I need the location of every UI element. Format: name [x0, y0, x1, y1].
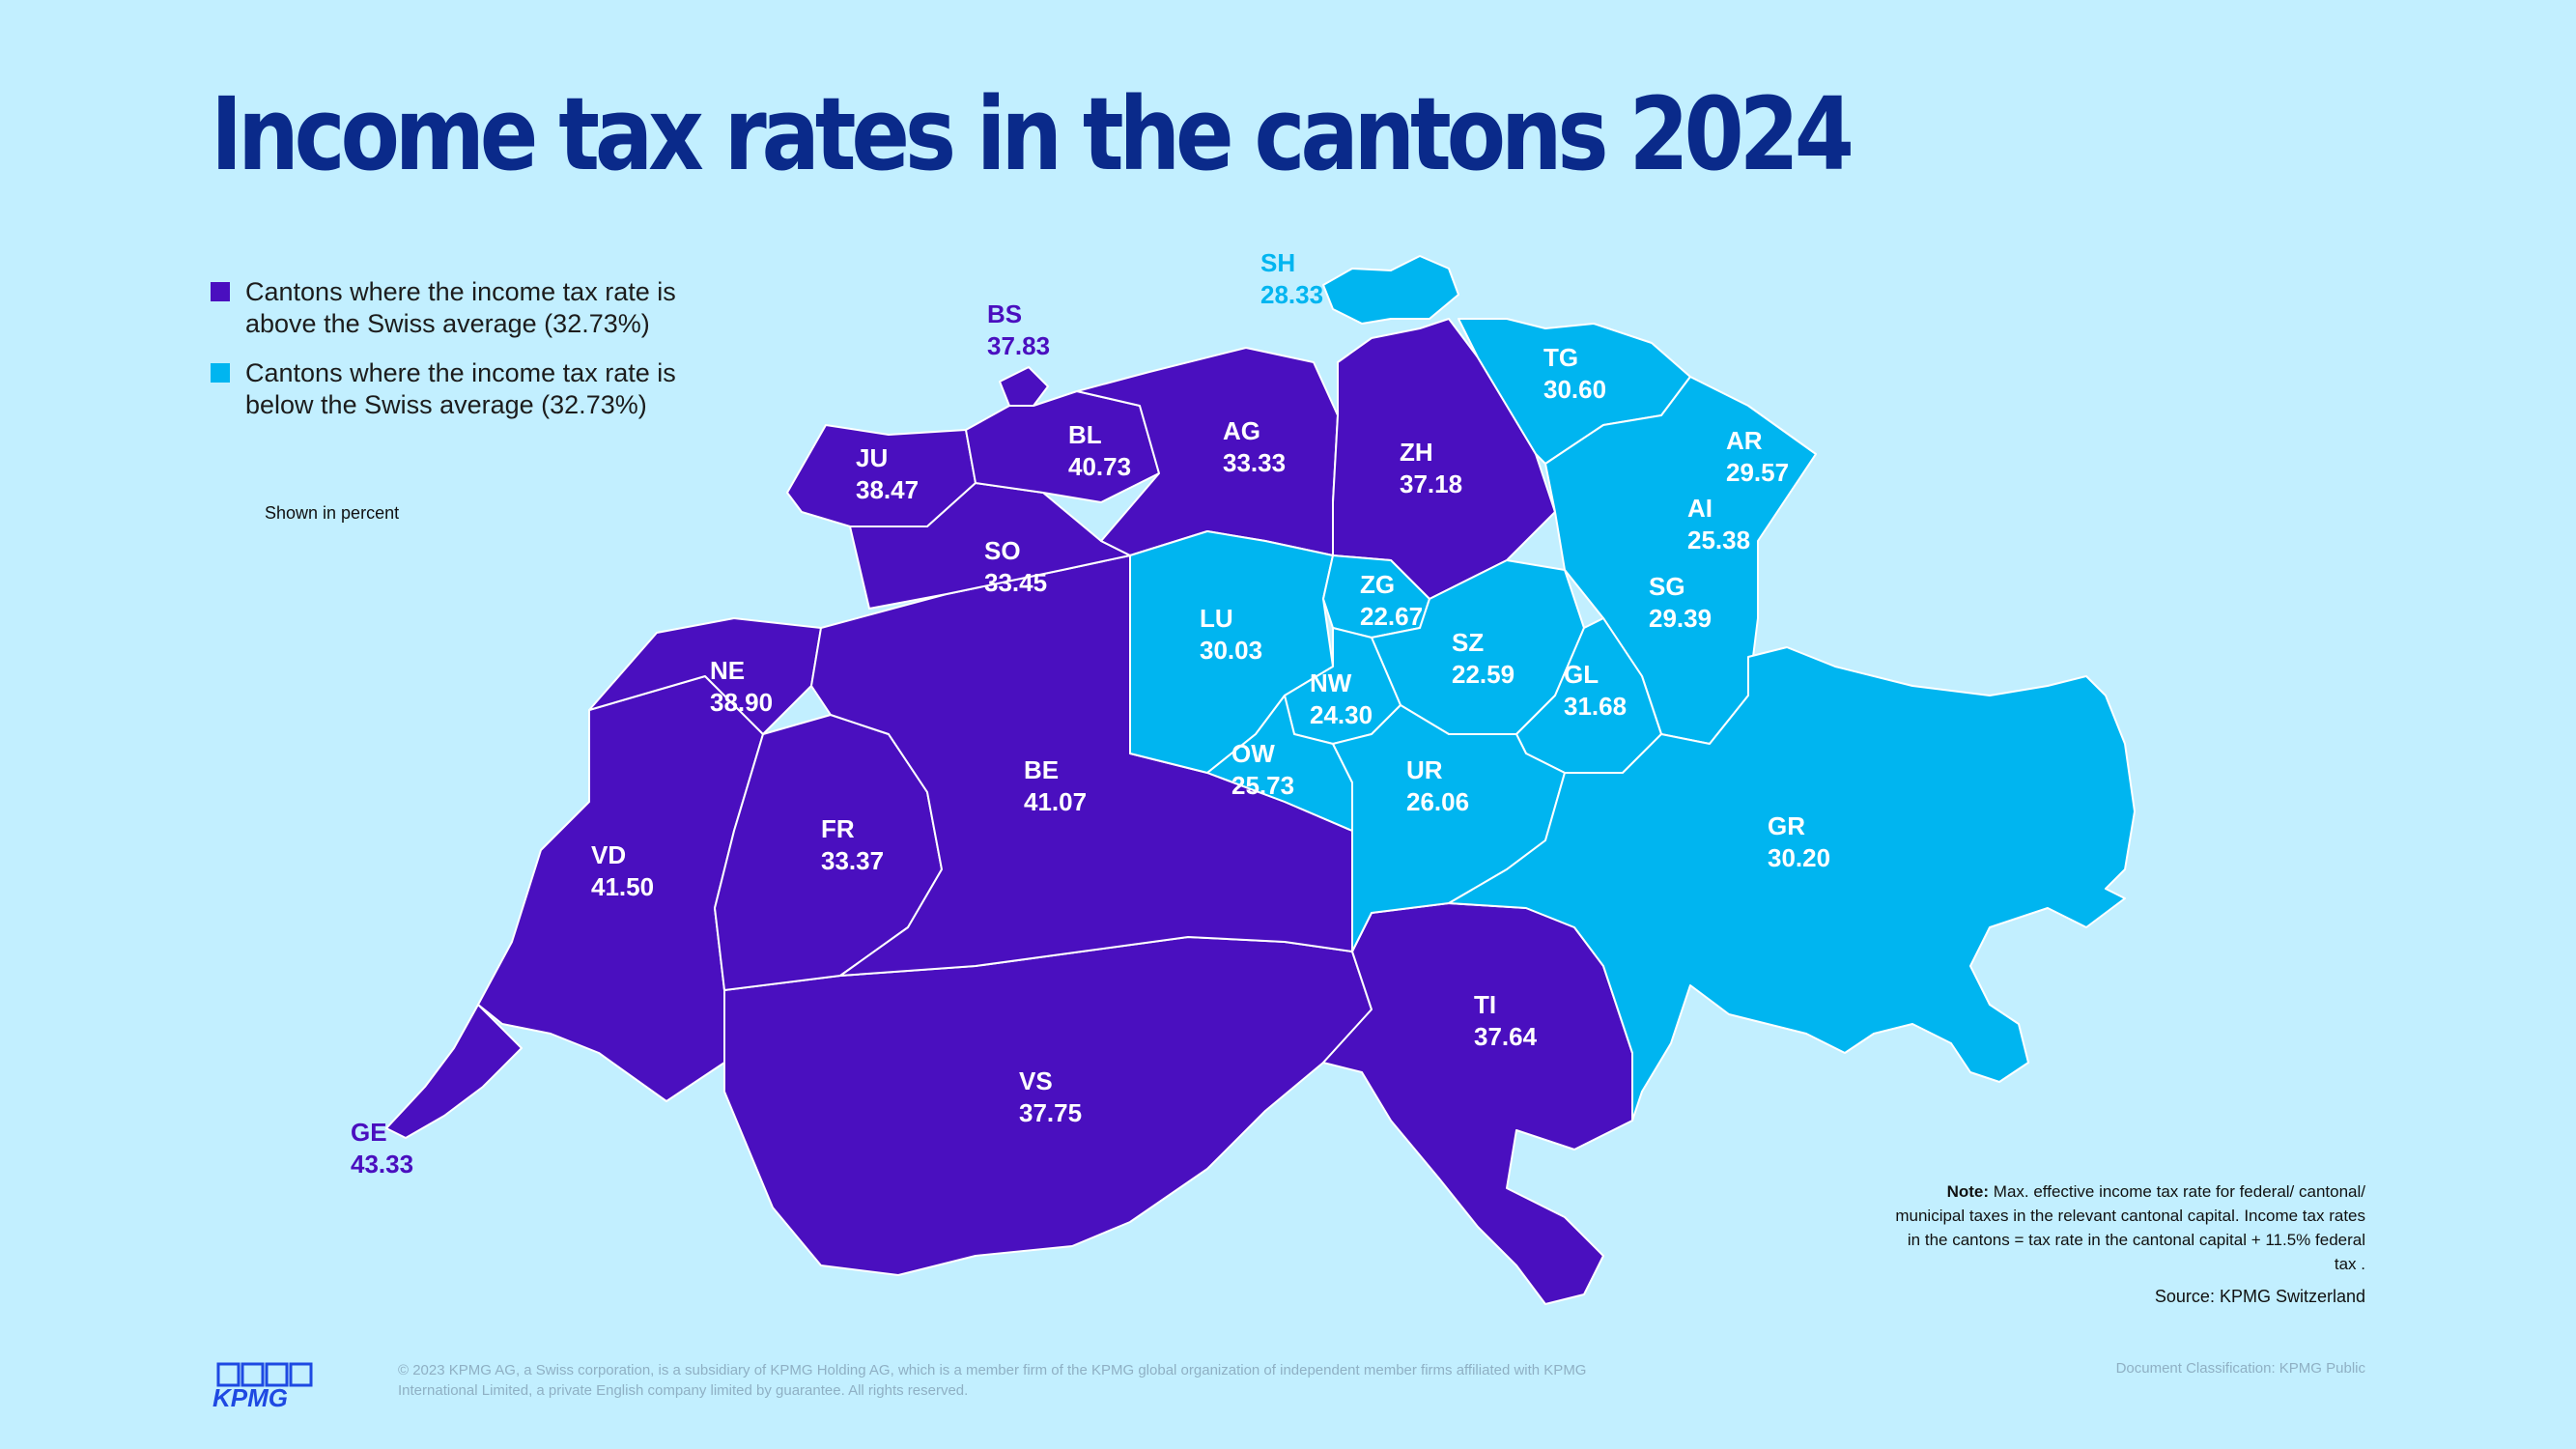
label-value-vs: 37.75	[1019, 1098, 1082, 1127]
label-value-bs: 37.83	[987, 331, 1050, 360]
label-code-zg: ZG	[1360, 570, 1395, 599]
label-value-lu: 30.03	[1200, 636, 1262, 665]
label-value-ti: 37.64	[1474, 1022, 1538, 1051]
label-value-tg: 30.60	[1543, 375, 1606, 404]
label-code-nw: NW	[1310, 668, 1352, 697]
label-value-ge: 43.33	[351, 1150, 413, 1179]
label-value-sz: 22.59	[1452, 660, 1514, 689]
label-value-be: 41.07	[1024, 787, 1087, 816]
label-code-ur: UR	[1406, 755, 1443, 784]
region-gr	[1448, 646, 2136, 1122]
label-code-ge: GE	[351, 1118, 387, 1147]
unit-note: Shown in percent	[265, 503, 400, 523]
footnote-text: Max. effective income tax rate for feder…	[1895, 1182, 2365, 1273]
label-code-gr: GR	[1768, 811, 1805, 840]
label-value-ar: 29.57	[1726, 458, 1789, 487]
label-value-bl: 40.73	[1068, 452, 1131, 481]
label-value-gr: 30.20	[1768, 843, 1830, 872]
label-code-vd: VD	[591, 840, 626, 869]
label-value-vd: 41.50	[591, 872, 654, 901]
kpmg-logo: KPMG	[212, 1362, 313, 1410]
label-code-gl: GL	[1564, 660, 1599, 689]
label-code-ar: AR	[1726, 426, 1763, 455]
page-title: Income tax rates in the cantons 2024	[211, 75, 1854, 193]
label-value-zg: 22.67	[1360, 602, 1423, 631]
label-code-ju: JU	[856, 443, 888, 472]
label-code-zh: ZH	[1400, 438, 1433, 467]
map-legend: Cantons where the income tax rate is abo…	[211, 276, 713, 439]
label-code-fr: FR	[821, 814, 855, 843]
label-code-so: SO	[984, 536, 1021, 565]
label-value-ur: 26.06	[1406, 787, 1469, 816]
legend-item-above: Cantons where the income tax rate is abo…	[211, 276, 713, 340]
label-code-ag: AG	[1223, 416, 1260, 445]
label-code-ne: NE	[710, 656, 745, 685]
copyright-text: © 2023 KPMG AG, a Swiss corporation, is …	[398, 1362, 1587, 1399]
label-value-sh: 28.33	[1260, 280, 1323, 309]
legend-label-above: Cantons where the income tax rate is abo…	[245, 277, 676, 338]
label-code-sz: SZ	[1452, 628, 1484, 657]
label-value-ne: 38.90	[710, 688, 773, 717]
region-sh	[1322, 255, 1459, 325]
label-value-nw: 24.30	[1310, 700, 1373, 729]
label-code-bl: BL	[1068, 420, 1102, 449]
label-value-zh: 37.18	[1400, 469, 1462, 498]
region-bl	[965, 390, 1160, 503]
region-ti	[1322, 902, 1633, 1305]
document-classification: Document Classification: KPMG Public	[2115, 1360, 2365, 1377]
footnote-label: Note:	[1946, 1182, 1990, 1201]
label-value-ag: 33.33	[1223, 448, 1286, 477]
label-code-vs: VS	[1019, 1066, 1053, 1095]
label-value-ow: 25.73	[1231, 771, 1294, 800]
label-value-fr: 33.37	[821, 846, 884, 875]
source-credit: Source: KPMG Switzerland	[2154, 1287, 2365, 1306]
label-code-ai: AI	[1687, 494, 1713, 523]
region-sg	[1544, 376, 1817, 745]
label-value-gl: 31.68	[1564, 692, 1627, 721]
kpmg-logo-text: KPMG	[212, 1383, 288, 1410]
label-code-ti: TI	[1474, 990, 1496, 1019]
label-value-so: 33.45	[984, 568, 1047, 597]
label-value-sg: 29.39	[1649, 604, 1712, 633]
region-ge	[385, 1004, 523, 1139]
label-value-ju: 38.47	[856, 475, 919, 504]
label-code-be: BE	[1024, 755, 1059, 784]
label-code-sg: SG	[1649, 572, 1685, 601]
label-code-tg: TG	[1543, 343, 1578, 372]
legend-swatch-below	[211, 363, 230, 383]
legend-item-below: Cantons where the income tax rate is bel…	[211, 357, 713, 421]
legend-label-below: Cantons where the income tax rate is bel…	[245, 358, 676, 419]
label-code-bs: BS	[987, 299, 1022, 328]
label-code-sh: SH	[1260, 248, 1295, 277]
label-code-lu: LU	[1200, 604, 1233, 633]
region-bs	[999, 366, 1049, 407]
legend-swatch-above	[211, 282, 230, 301]
footnote: Note: Max. effective income tax rate for…	[1882, 1179, 2365, 1276]
label-code-ow: OW	[1231, 739, 1275, 768]
label-value-ai: 25.38	[1687, 526, 1750, 554]
